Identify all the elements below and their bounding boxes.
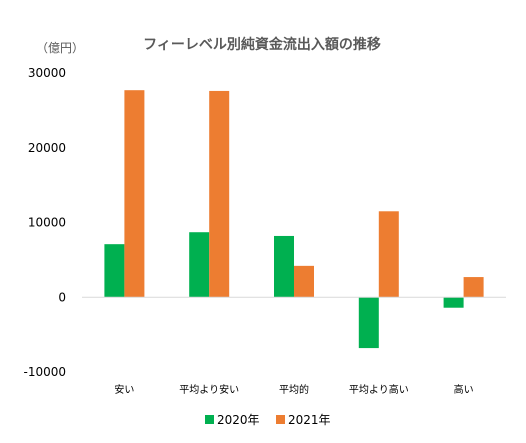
bar-series2 [294,265,314,298]
x-tick-label: 平均より安い [179,383,239,396]
y-tick-label: -10000 [23,365,66,379]
legend-swatch [276,415,285,424]
y-tick-label: 30000 [28,66,66,80]
x-axis: 安い 平均より安い 平均的 平均より高い 高い [114,383,473,396]
y-axis: -10000 0 10000 20000 30000 [23,66,66,379]
bar-series1 [274,235,294,298]
y-unit-label: （億円） [36,41,84,55]
bar-series1 [443,297,464,308]
y-tick-label: 20000 [28,141,66,155]
bar-series1 [189,232,210,298]
legend-label: 2020年 [217,413,260,427]
bar-series2 [463,277,484,298]
bar-series2 [209,90,230,298]
x-tick-label: 平均より高い [349,383,409,396]
bar-series2 [124,90,145,298]
x-tick-label: 安い [114,383,134,396]
bar-series2 [378,211,399,298]
y-tick-label: 10000 [28,216,66,230]
x-tick-label: 平均的 [279,383,309,396]
bars [104,90,484,349]
bar-series1 [358,297,379,349]
legend-swatch [205,415,214,424]
chart-title: フィーレベル別純資金流出入額の推移 [143,36,381,53]
x-tick-label: 高い [454,383,474,396]
legend: 2020年 2021年 [205,413,331,427]
bar-series1 [104,244,125,298]
legend-label: 2021年 [288,413,331,427]
y-tick-label: 0 [58,290,66,304]
